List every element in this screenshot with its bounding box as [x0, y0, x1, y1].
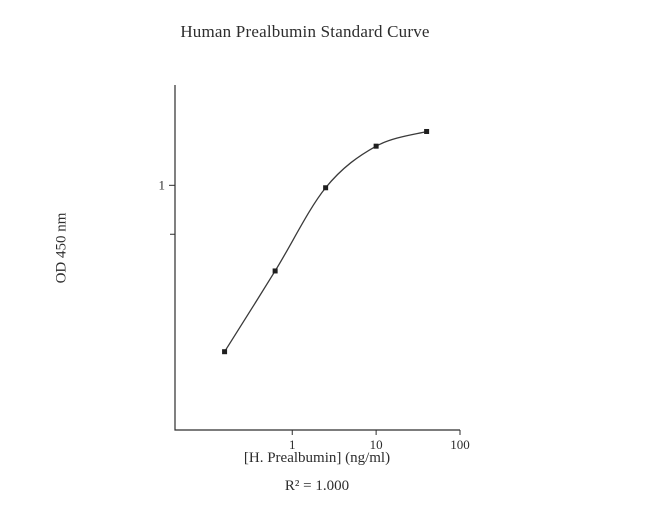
- x-tick-label: 10: [370, 437, 383, 452]
- data-point-marker: [323, 185, 329, 191]
- data-point-marker: [272, 268, 278, 274]
- chart-title: Human Prealbumin Standard Curve: [180, 22, 430, 41]
- axes: [174, 85, 460, 431]
- x-tick-label: 1: [289, 437, 296, 452]
- x-axis-label: [H. Prealbumin] (ng/ml): [243, 450, 391, 466]
- r-squared-annotation: R² = 1.000: [284, 478, 350, 494]
- curve-line: [224, 130, 427, 353]
- data-point-marker: [373, 143, 379, 149]
- data-point-marker: [222, 349, 228, 355]
- x-tick-label: 100: [450, 437, 470, 452]
- y-tick-label: 1: [159, 177, 166, 192]
- data-point-marker: [424, 128, 430, 134]
